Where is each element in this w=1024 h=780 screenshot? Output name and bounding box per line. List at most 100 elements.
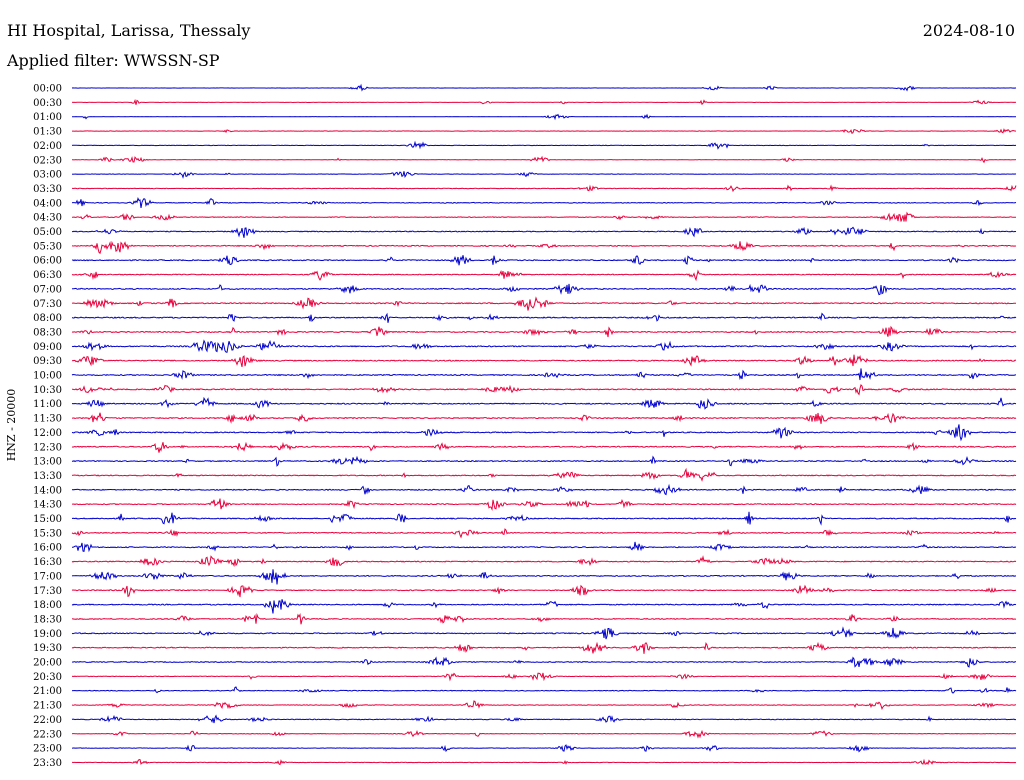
trace-1130 [72,412,1017,424]
time-tick-label: 17:00 [33,571,62,582]
time-tick-label: 09:00 [33,342,62,353]
time-tick-label: 17:30 [33,586,62,597]
trace-0700 [71,283,1017,296]
time-tick-label: 14:00 [33,485,62,496]
time-tick-label: 04:30 [33,213,62,224]
trace-1830 [71,612,1017,625]
time-tick-label: 08:00 [33,313,62,324]
trace-1030 [71,384,1017,396]
trace-2130 [71,700,1017,710]
trace-1000 [71,368,1016,381]
time-tick-label: 13:00 [33,457,62,468]
time-tick-label: 22:00 [33,715,62,726]
channel-label: HNZ - 20000 [5,389,18,462]
time-tick-label: 14:30 [33,500,62,511]
time-tick-label: 02:30 [33,155,62,166]
trace-1200 [71,424,1017,442]
trace-2330 [72,758,1017,766]
time-tick-label: 23:00 [33,744,62,755]
trace-0830 [71,325,1017,338]
time-tick-label: 03:00 [33,170,62,181]
trace-0430 [72,211,1016,222]
time-tick-label: 16:30 [33,557,62,568]
date-label: 2024-08-10 [922,21,1015,40]
trace-0100 [71,113,1016,121]
time-tick-label: 21:30 [33,701,62,712]
time-tick-label: 02:00 [33,141,62,152]
trace-1530 [71,528,1017,539]
trace-2030 [71,672,1017,682]
trace-1700 [71,569,1017,585]
time-tick-label: 12:30 [33,442,62,453]
time-tick-label: 18:30 [33,614,62,625]
trace-0030 [71,98,1017,106]
trace-0330 [72,184,1017,193]
time-tick-label: 01:30 [33,127,62,138]
trace-0230 [72,155,1017,164]
time-tick-label: 06:30 [33,270,62,281]
time-tick-label: 18:00 [33,600,62,611]
time-tick-label: 06:00 [33,256,62,267]
trace-1930 [71,641,1016,654]
trace-1230 [71,441,1017,453]
trace-2100 [71,686,1017,694]
time-tick-label: 11:30 [33,414,62,425]
time-tick-label: 07:30 [33,299,62,310]
time-tick-label: 00:00 [33,84,62,95]
time-tick-label: 04:00 [33,198,62,209]
trace-0930 [71,354,1017,368]
time-tick-label: 10:30 [33,385,62,396]
trace-1900 [71,626,1017,640]
trace-1800 [71,599,1017,614]
trace-0730 [71,296,1016,311]
time-tick-label: 16:00 [33,543,62,554]
trace-1300 [71,455,1017,467]
trace-1330 [71,467,1017,482]
time-tick-label: 03:30 [33,184,62,195]
time-tick-label: 15:00 [33,514,62,525]
trace-0130 [72,128,1017,135]
time-tick-label: 12:00 [33,428,62,439]
time-tick-label: 23:30 [33,758,62,769]
time-tick-label: 01:00 [33,112,62,123]
trace-0500 [71,226,1017,238]
trace-1400 [71,483,1017,496]
filter-label: Applied filter: WWSSN-SP [7,51,220,70]
time-tick-label: 22:30 [33,729,62,740]
time-tick-label: 20:30 [33,672,62,683]
trace-2000 [71,656,1016,668]
trace-0600 [71,255,1017,266]
time-tick-label: 10:00 [33,371,62,382]
trace-0400 [71,196,1017,208]
time-tick-label: 19:30 [33,643,62,654]
trace-1600 [72,541,1017,553]
time-tick-label: 09:30 [33,356,62,367]
time-tick-label: 11:00 [33,399,62,410]
trace-2230 [71,729,1016,739]
station-title: HI Hospital, Larissa, Thessaly [7,21,251,40]
trace-0300 [71,171,1017,179]
time-tick-label: 05:30 [33,241,62,252]
trace-1430 [72,498,1017,511]
trace-0900 [71,339,1017,353]
seismic-traces [71,83,1017,766]
trace-1500 [71,511,1017,526]
trace-0200 [71,140,1017,150]
trace-2300 [72,744,1017,753]
time-tick-label: 15:30 [33,528,62,539]
time-axis-labels: 00:00 00:30 01:00 01:30 02:00 02:30 03:00 03:30… [33,84,62,769]
time-tick-label: 08:30 [33,327,62,338]
time-tick-label: 07:00 [33,284,62,295]
trace-1100 [71,396,1017,410]
trace-0800 [71,312,1017,323]
time-tick-label: 13:30 [33,471,62,482]
trace-0530 [71,240,1017,255]
trace-0000 [71,83,1017,92]
time-tick-label: 19:00 [33,629,62,640]
time-tick-label: 00:30 [33,98,62,109]
trace-0630 [71,269,1017,282]
trace-1630 [71,555,1017,568]
time-tick-label: 05:00 [33,227,62,238]
